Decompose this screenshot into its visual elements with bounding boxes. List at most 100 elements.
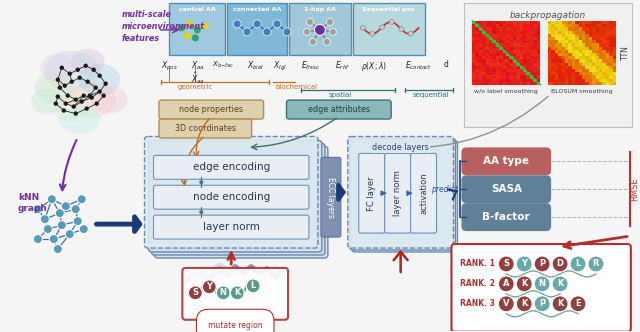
Circle shape	[65, 230, 74, 239]
Circle shape	[61, 202, 70, 211]
FancyBboxPatch shape	[352, 140, 458, 252]
Text: kNN
graph: kNN graph	[18, 193, 48, 212]
Text: multi-scale
microenvironment
features: multi-scale microenvironment features	[122, 10, 205, 42]
Circle shape	[534, 256, 550, 272]
Circle shape	[499, 276, 515, 292]
Text: SASA: SASA	[491, 184, 522, 194]
FancyBboxPatch shape	[348, 136, 454, 248]
Text: $X_{aa}$: $X_{aa}$	[191, 60, 205, 72]
Circle shape	[230, 286, 244, 300]
Circle shape	[303, 29, 310, 36]
Text: P: P	[539, 260, 545, 269]
Circle shape	[68, 71, 72, 76]
Text: Sequential pos: Sequential pos	[362, 7, 415, 12]
Circle shape	[55, 209, 64, 218]
FancyBboxPatch shape	[154, 155, 309, 179]
Text: $E_{frssc}$: $E_{frssc}$	[301, 60, 320, 72]
Text: L: L	[575, 260, 580, 269]
Text: TTN: TTN	[621, 45, 630, 60]
Circle shape	[307, 19, 314, 26]
Circle shape	[88, 93, 92, 98]
Text: $\hat{X}_{aa}$: $\hat{X}_{aa}$	[191, 70, 205, 86]
Text: A: A	[503, 280, 509, 289]
Text: N: N	[220, 289, 227, 297]
Circle shape	[104, 81, 108, 86]
Circle shape	[79, 99, 84, 104]
Text: sequential: sequential	[413, 92, 449, 98]
Text: RMSE: RMSE	[630, 177, 639, 201]
Text: $\rho(X;\lambda)$: $\rho(X;\lambda)$	[361, 60, 387, 73]
Text: 3D coordinates: 3D coordinates	[175, 124, 236, 133]
Text: node properties: node properties	[179, 105, 243, 114]
Text: RANK. 3: RANK. 3	[460, 299, 495, 308]
Circle shape	[192, 35, 199, 42]
Circle shape	[233, 20, 241, 28]
Circle shape	[516, 276, 532, 292]
Circle shape	[246, 279, 260, 293]
Circle shape	[74, 111, 78, 116]
FancyBboxPatch shape	[411, 153, 436, 233]
Circle shape	[552, 256, 568, 272]
Circle shape	[570, 296, 586, 312]
Text: BLOSUM smoothing: BLOSUM smoothing	[551, 89, 613, 94]
Circle shape	[323, 39, 330, 45]
Circle shape	[202, 23, 209, 30]
Text: V: V	[503, 299, 509, 308]
Circle shape	[60, 65, 64, 70]
Circle shape	[53, 245, 62, 254]
Text: activation: activation	[419, 172, 428, 214]
Text: geometric: geometric	[177, 84, 212, 90]
Circle shape	[81, 93, 86, 98]
Bar	[289, 3, 351, 55]
Text: ECC layers: ECC layers	[326, 177, 335, 218]
Text: layer norm: layer norm	[393, 170, 402, 216]
Text: FC layer: FC layer	[367, 176, 376, 210]
Circle shape	[63, 83, 67, 88]
Text: $X_{b\mathregular{-}fac}$: $X_{b\mathregular{-}fac}$	[212, 60, 234, 70]
Circle shape	[178, 25, 185, 32]
FancyBboxPatch shape	[148, 140, 322, 252]
FancyBboxPatch shape	[321, 157, 341, 237]
Circle shape	[44, 225, 52, 234]
Circle shape	[47, 195, 56, 204]
Circle shape	[83, 63, 88, 68]
Circle shape	[314, 25, 325, 36]
Text: B-factor: B-factor	[483, 212, 530, 222]
Text: biochemical: biochemical	[275, 84, 317, 90]
Circle shape	[370, 31, 375, 36]
FancyBboxPatch shape	[461, 203, 551, 231]
Circle shape	[49, 235, 58, 244]
Circle shape	[330, 29, 337, 36]
Circle shape	[199, 180, 204, 184]
Circle shape	[499, 256, 515, 272]
Circle shape	[73, 217, 82, 226]
FancyBboxPatch shape	[154, 215, 309, 239]
Circle shape	[92, 67, 96, 72]
Text: S: S	[503, 260, 509, 269]
Circle shape	[516, 256, 532, 272]
Text: L: L	[250, 282, 256, 290]
Circle shape	[588, 256, 604, 272]
Circle shape	[95, 101, 99, 106]
Circle shape	[552, 276, 568, 292]
Circle shape	[389, 20, 394, 25]
Ellipse shape	[53, 94, 91, 122]
Bar	[353, 3, 424, 55]
Circle shape	[79, 225, 88, 234]
Circle shape	[65, 93, 70, 98]
Circle shape	[71, 205, 80, 214]
Text: R: R	[593, 260, 599, 269]
Text: RANK. 1: RANK. 1	[460, 260, 495, 269]
Circle shape	[97, 89, 102, 94]
Text: K: K	[557, 299, 563, 308]
Circle shape	[408, 31, 413, 36]
Ellipse shape	[44, 51, 99, 93]
Circle shape	[56, 77, 60, 82]
Circle shape	[74, 97, 78, 102]
Circle shape	[243, 28, 251, 36]
Text: 1-hop AA: 1-hop AA	[304, 7, 336, 12]
Circle shape	[570, 256, 586, 272]
Text: w/o label smoothing: w/o label smoothing	[474, 89, 538, 94]
Bar	[465, 3, 632, 127]
Text: P: P	[539, 299, 545, 308]
